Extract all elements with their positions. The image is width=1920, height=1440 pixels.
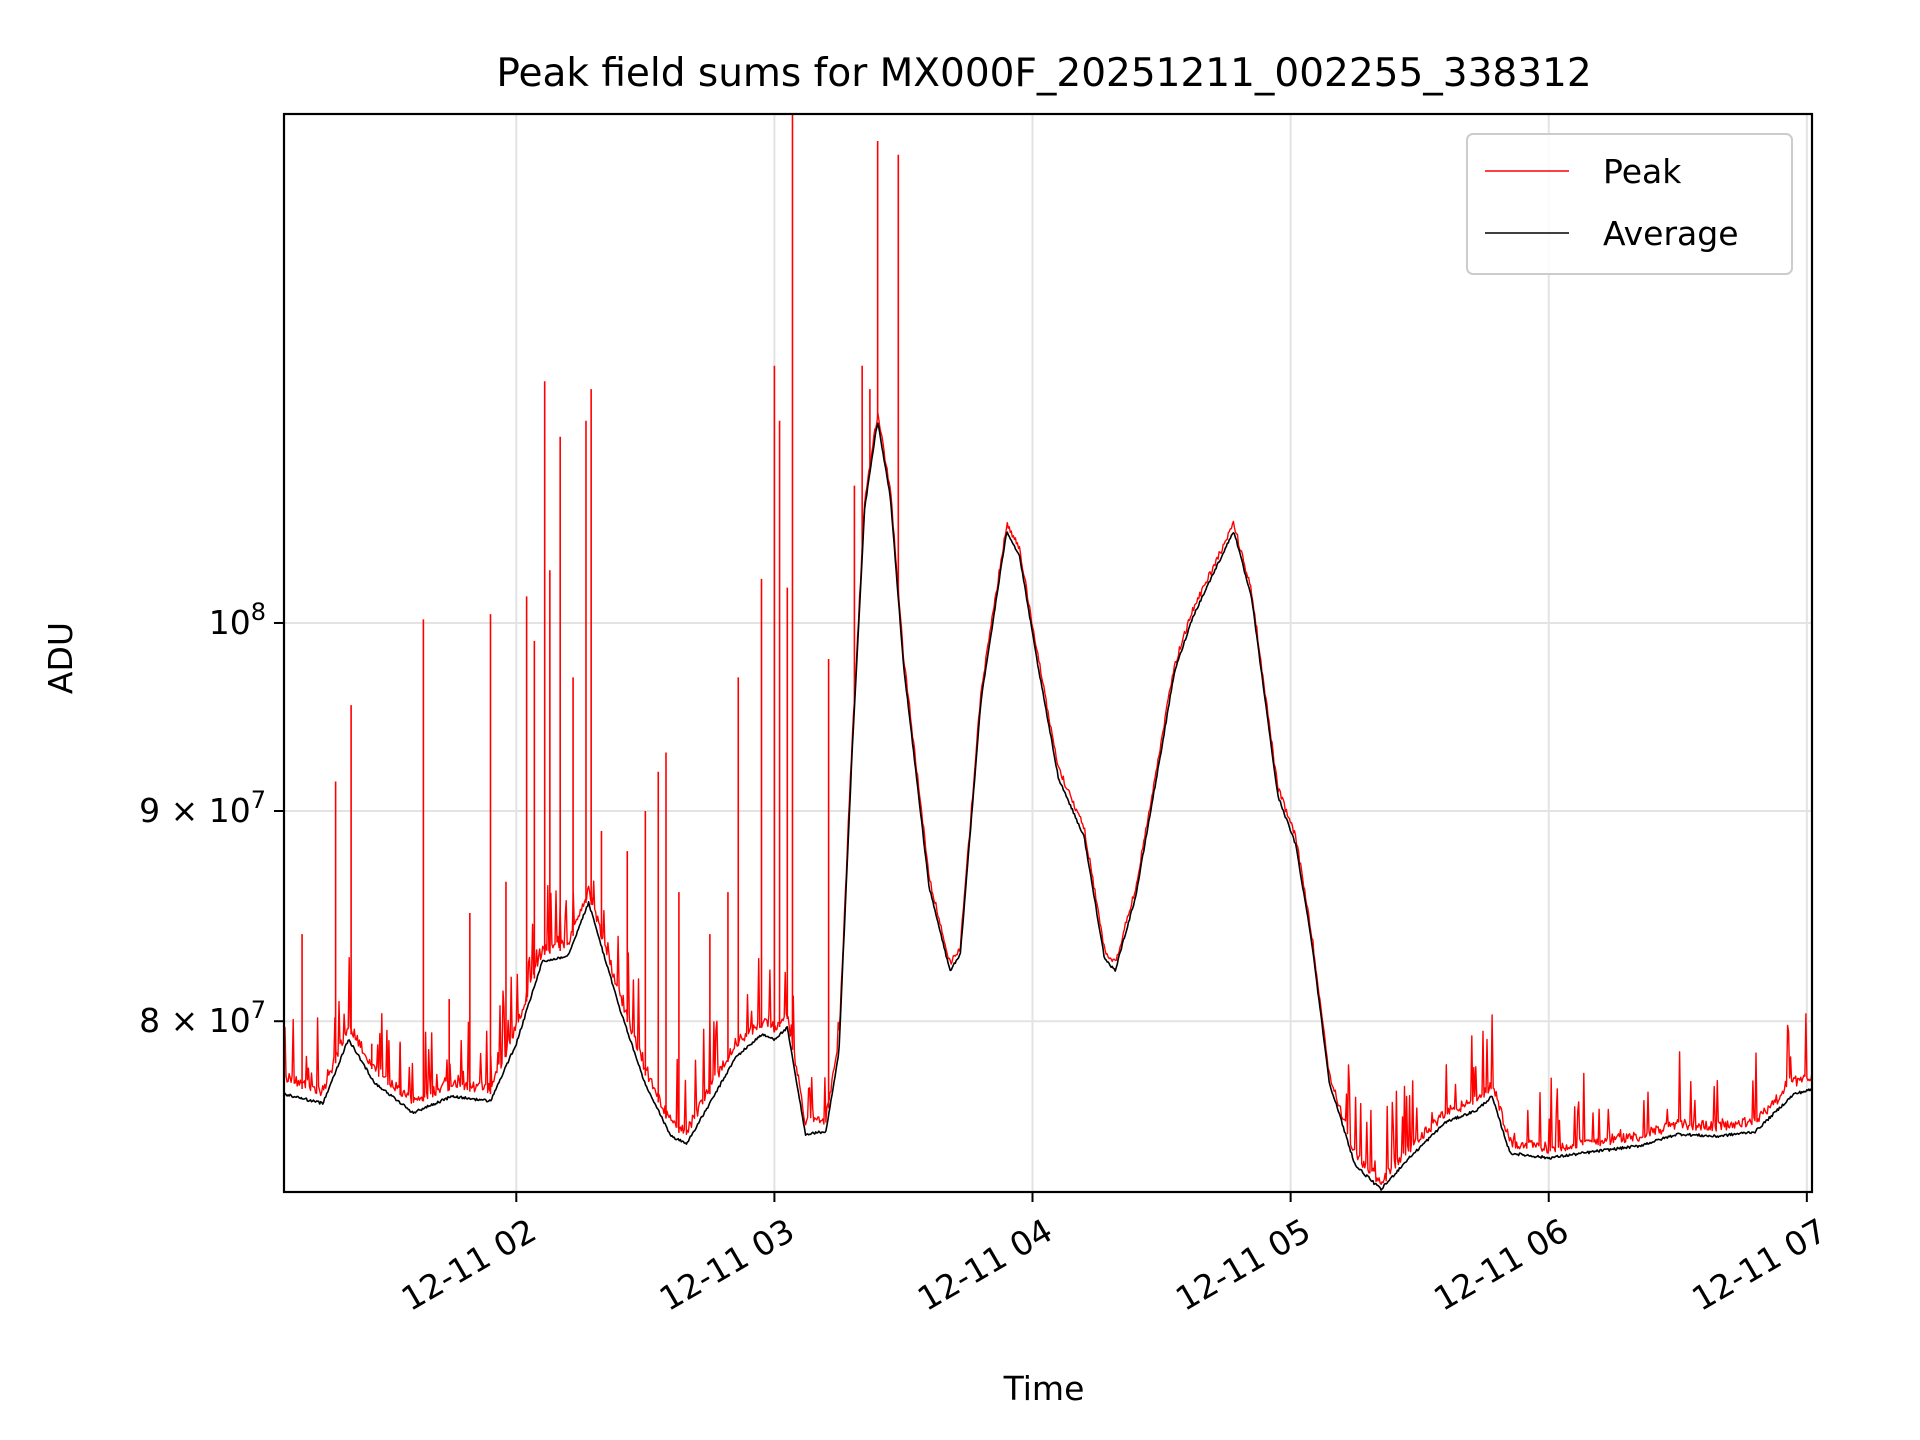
series-average-line [283,422,1813,1191]
x-tick-label: 12-11 05 [1169,1211,1317,1319]
y-tick-label: 9 × 107 [139,786,266,830]
chart-title: Peak field sums for MX000F_20251211_0022… [496,51,1591,96]
y-axis-label: ADU [41,622,80,694]
y-tick-label: 8 × 107 [139,996,266,1040]
legend-average-label: Average [1603,214,1739,253]
x-tick-label: 12-11 06 [1427,1211,1575,1319]
x-axis-label: Time [1003,1369,1085,1408]
x-tick-label: 12-11 04 [911,1211,1059,1319]
tick-layer: 12-11 02 12-11 03 12-11 04 12-11 05 12-11 06… [139,598,1833,1319]
legend-box [1466,133,1793,275]
grid-layer [284,114,1812,1192]
y-tick-label: 108 [209,598,266,642]
series-peak-line [283,412,1813,1185]
x-tick-label: 12-11 02 [395,1211,543,1319]
x-tick-label: 12-11 03 [653,1211,801,1319]
legend-peak-label: Peak [1603,152,1682,191]
plot-frame [282,112,1814,1194]
x-tick-label: 12-11 07 [1685,1211,1833,1319]
legend: Peak Average [1466,133,1793,275]
series-layer [283,114,1813,1191]
